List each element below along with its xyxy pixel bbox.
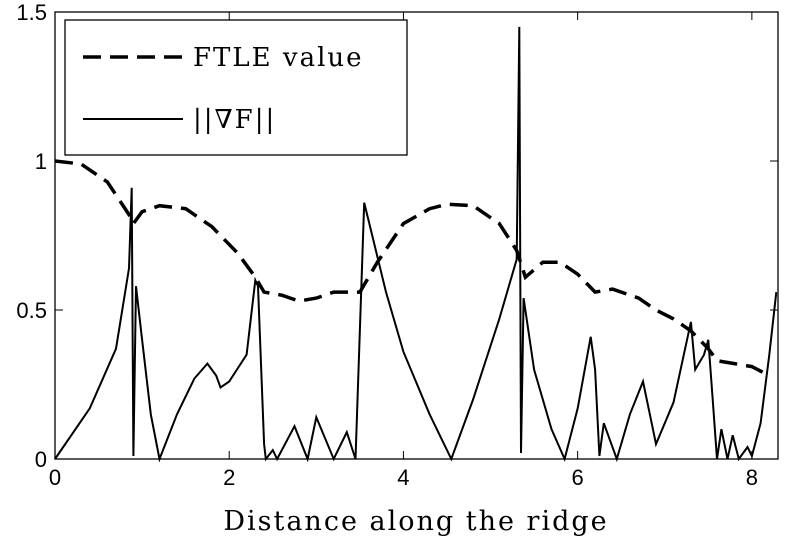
legend-label: ||∇F|| bbox=[193, 105, 276, 135]
legend-box bbox=[64, 19, 408, 156]
legend-label: FTLE value bbox=[193, 43, 364, 73]
solid-line bbox=[54, 26, 778, 463]
x-tick-label: 0 bbox=[49, 465, 61, 490]
plot-frame bbox=[54, 11, 779, 460]
x-tick-label: 8 bbox=[746, 465, 758, 490]
dashed-line bbox=[54, 159, 771, 378]
y-tick-label: 1 bbox=[35, 149, 47, 174]
x-tick-label: 2 bbox=[223, 465, 235, 490]
y-tick-label: 0 bbox=[35, 447, 47, 472]
x-tick-label: 4 bbox=[397, 465, 409, 490]
y-tick-label: 1.5 bbox=[16, 0, 47, 25]
y-tick-label: 0.5 bbox=[16, 298, 47, 323]
x-tick-label: 6 bbox=[572, 465, 584, 490]
x-axis-label: Distance along the ridge bbox=[223, 506, 608, 537]
